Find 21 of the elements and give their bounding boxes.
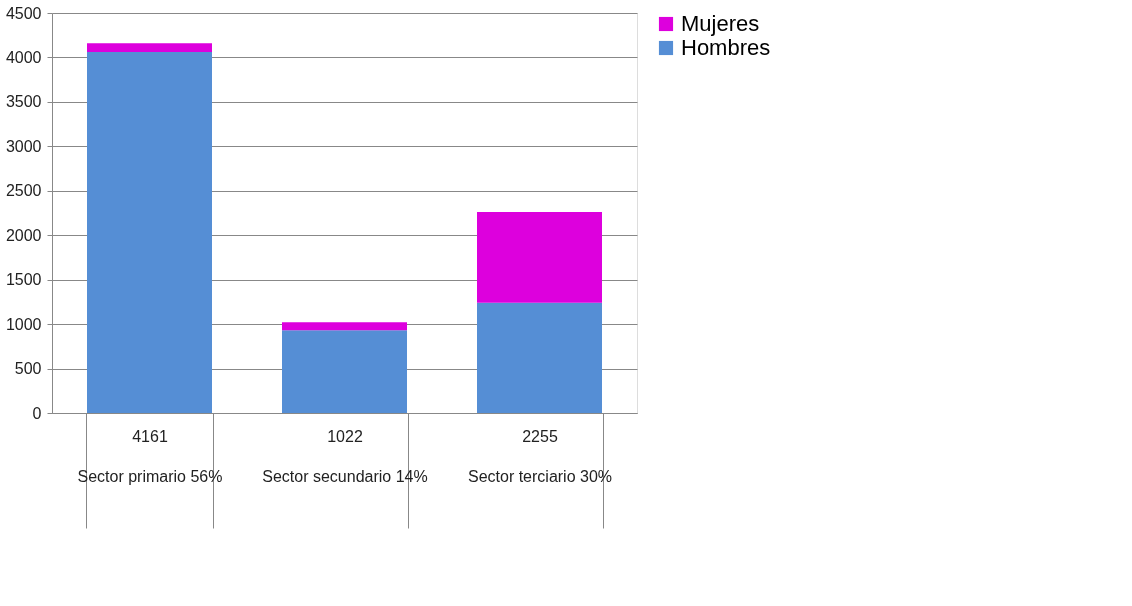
legend-label: Mujeres [681,11,760,36]
y-tick-label: 3000 [5,137,42,155]
bar [477,302,602,413]
y-tick-label: 0 [32,404,42,422]
bar [87,52,212,413]
bar [282,330,407,413]
y-tick-label: 1500 [5,271,42,289]
category-label: 2255 Sector terciario 30% [467,427,613,485]
y-tick-label: 4500 [5,4,42,22]
bar [477,212,602,303]
bar [282,322,407,331]
bar [87,43,212,53]
y-tick-label: 2000 [5,226,42,244]
y-tick-label: 3500 [5,93,42,111]
category-label: 1022 Sector secundario 14% [262,427,428,485]
y-tick-label: 2500 [5,182,42,200]
y-tick-label: 4000 [5,48,42,66]
y-tick-label: 500 [14,360,42,378]
y-tick-label: 1000 [5,315,42,333]
category-label: 4161 Sector primario 56% [77,427,223,485]
legend-label: Hombres [681,35,771,60]
